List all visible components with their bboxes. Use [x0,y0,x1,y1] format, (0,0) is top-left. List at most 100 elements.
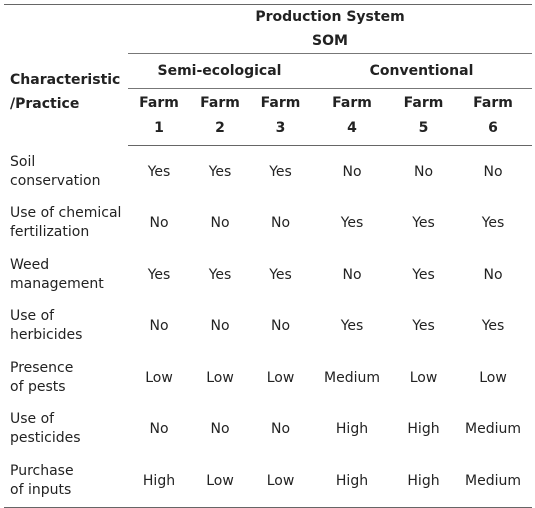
row-label-line2: fertilization [10,224,90,241]
header-row-2: SOM [4,29,532,54]
table-row: Use of chemical fertilization No No No Ye… [4,198,532,250]
row-label: Use of chemical fertilization [4,198,128,250]
farm-word: Farm [260,95,301,111]
table-cell: Yes [481,318,505,335]
table-cell: High [311,455,393,508]
farm-5-header: Farm 5 [393,88,454,146]
farm-3-header: Farm 3 [250,88,311,146]
table-cell: No [342,266,362,283]
table-cell: Yes [340,318,364,335]
farm-word: Farm [139,95,179,111]
header-row-1: Characteristic /Practice Production Syst… [4,4,532,146]
table-cell: Yes [269,163,292,180]
table-cell: Low [479,369,507,386]
table-row: Presence of pests Low Low Low Medium Low … [4,352,532,404]
row-label-line2: of pests [10,378,66,395]
som-header: SOM [128,29,532,54]
row-label: Weed management [4,249,128,301]
table-cell: High [128,455,190,508]
table-cell: Yes [340,215,364,232]
production-system-table: Characteristic /Practice Production Syst… [4,4,532,508]
row-label-line2: pesticides [10,430,81,447]
row-label: Soil conservation [4,146,128,198]
table-cell: No [210,215,230,232]
table-cell: No [483,163,503,180]
table-cell: Yes [147,266,171,283]
row-label-line1: Use of chemical [10,205,122,222]
characteristic-label-line2: /Practice [10,95,80,112]
farm-number: 4 [347,120,357,136]
table-cell: No [483,266,503,283]
table-cell: High [335,421,369,438]
table-cell: No [342,163,362,180]
farm-1-header: Farm 1 [128,88,190,146]
row-label: Presence of pests [4,352,128,404]
table-cell: Yes [412,318,435,335]
row-label-line1: Weed [10,256,50,273]
table-cell: No [210,421,230,438]
table-cell: High [393,455,454,508]
characteristic-label-line1: Characteristic [10,71,121,88]
table-cell: No [210,318,230,335]
table-cell: Yes [481,215,505,232]
table-cell: Low [190,455,250,508]
row-label-line2: conservation [10,172,101,189]
production-system-header: Production System [128,4,532,29]
conventional-header: Conventional [311,53,532,89]
farm-number: 6 [488,120,498,136]
table-cell: Medium [454,455,532,508]
table-cell: Yes [147,163,171,180]
table-cell: Yes [412,266,435,283]
header-row-3: Semi-ecological Conventional [4,53,532,89]
row-label-line1: Purchase [10,462,74,479]
table-cell: Yes [269,266,292,283]
row-label: Purchase of inputs [4,455,128,508]
row-label: Use of pesticides [4,404,128,456]
table-row: Use of herbicides No No No Yes Yes Yes [4,301,532,353]
table-cell: Yes [208,266,232,283]
table-cell: Medium [324,369,380,386]
header-row-4: Farm 1 Farm 2 Farm 3 Farm 4 Farm 5 Farm 6 [4,88,532,146]
table-cell: No [149,421,169,438]
row-label-line1: Use of [10,411,55,428]
table-row: Use of pesticides No No No High High Medi… [4,404,532,456]
farm-number: 1 [154,120,164,136]
table-row: Weed management Yes Yes Yes No Yes No [4,249,532,301]
table-cell: High [407,421,440,438]
row-label-line1: Presence [10,359,74,376]
table-cell: No [149,318,169,335]
table-cell: Low [250,455,311,508]
table-cell: Low [145,369,173,386]
farm-word: Farm [200,95,240,111]
farm-number: 2 [215,120,225,136]
row-label-line2: of inputs [10,481,72,498]
farm-word: Farm [473,95,513,111]
table-cell: No [270,421,291,438]
table-cell: No [413,163,434,180]
row-label-line1: Use of [10,308,55,325]
table-cell: No [270,215,291,232]
table-cell: Low [206,369,234,386]
table-cell: Low [409,369,438,386]
farm-2-header: Farm 2 [190,88,250,146]
row-label-line2: herbicides [10,327,83,344]
farm-word: Farm [403,95,444,111]
table-row: Purchase of inputs High Low Low High High… [4,455,532,508]
farm-6-header: Farm 6 [454,88,532,146]
characteristic-header: Characteristic /Practice [4,4,128,146]
table-row: Soil conservation Yes Yes Yes No No No [4,146,532,198]
table-cell: No [270,318,291,335]
semi-ecological-header: Semi-ecological [128,53,311,89]
farm-word: Farm [332,95,372,111]
table-cell: Medium [465,421,521,438]
farm-number: 5 [418,120,429,136]
farm-4-header: Farm 4 [311,88,393,146]
farm-number: 3 [275,120,286,136]
row-label-line1: Soil [10,153,36,170]
row-label-line2: management [10,275,104,292]
table-cell: Yes [412,215,435,232]
row-label: Use of herbicides [4,301,128,353]
table-cell: No [149,215,169,232]
table-cell: Low [266,369,295,386]
